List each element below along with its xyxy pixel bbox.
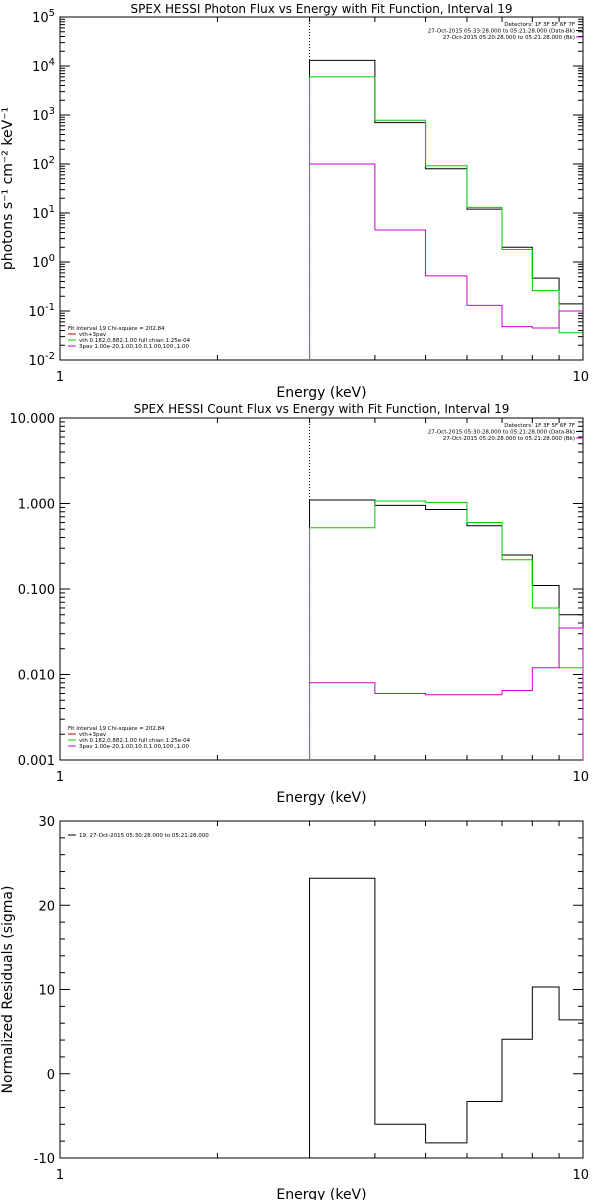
x-axis-label: Energy (keV) — [276, 790, 366, 805]
y-tick-base: 10 — [32, 207, 49, 222]
y-tick-exponent: 4 — [49, 57, 55, 68]
photon-flux-chart: SPEX HESSI Photon Flux vs Energy with Fi… — [0, 2, 589, 400]
plot-frame — [59, 417, 584, 761]
y-tick-base: 10 — [32, 60, 49, 75]
plot-frame — [59, 820, 584, 1159]
legend-entry: Fit Interval 19 Chi-square = 202.84 — [68, 326, 165, 332]
y-tick-label: 101 — [32, 204, 55, 222]
chart-title: SPEX HESSI Photon Flux vs Energy with Fi… — [131, 2, 513, 16]
legend-entry: 3pav 1.00e-20,1.00,10.0,1.00,100.,1.00 — [79, 744, 189, 750]
y-tick-base: 10 — [28, 354, 45, 369]
x-tick-label: 1 — [56, 770, 64, 785]
detector-info-line: 27-Oct-2015 05:30:28.000 to 05:21:28.000… — [428, 430, 575, 436]
legend-entry: vth+3pav — [79, 732, 107, 738]
series-spav — [309, 627, 584, 760]
y-tick-label: 10 — [38, 984, 55, 999]
y-tick-label: 102 — [32, 155, 55, 173]
legend-entry: vth 0.182,0.882,1.00 full chian 1.25e-04 — [79, 738, 191, 744]
y-tick-label: 0.010 — [18, 669, 55, 684]
series-observed — [309, 499, 583, 760]
detector-info-line: 27-Oct-2015 05:20:28.000 to 05:21:28.000… — [443, 35, 575, 41]
y-tick-exponent: 0 — [49, 253, 55, 264]
y-tick-label: 105 — [32, 8, 55, 26]
y-tick-exponent: -2 — [45, 351, 55, 362]
series-vth — [309, 500, 583, 760]
y-tick-label: 100 — [32, 253, 55, 271]
x-tick-label: 10 — [572, 770, 589, 785]
y-tick-label: 20 — [38, 899, 55, 914]
detector-info-line: 27-Oct-2015 05:20:28.000 to 05:21:28.000… — [443, 436, 575, 442]
x-tick-label: 1 — [56, 370, 64, 385]
y-tick-exponent: 1 — [49, 204, 55, 215]
y-tick-base: 10 — [32, 11, 49, 26]
y-tick-label: 103 — [32, 106, 55, 124]
y-tick-label: 10-2 — [28, 351, 55, 369]
y-tick-base: 10 — [28, 305, 45, 320]
y-tick-label: 0 — [47, 1068, 55, 1083]
y-tick-label: 1.000 — [18, 498, 55, 513]
y-tick-label: -10 — [34, 1152, 55, 1167]
y-tick-exponent: 3 — [49, 106, 55, 117]
detector-info-line: Detectors: 1F 3F 5F 6F 7F — [504, 423, 575, 429]
count-flux-chart: SPEX HESSI Count Flux vs Energy with Fit… — [10, 402, 590, 805]
y-tick-base: 10 — [32, 256, 49, 271]
series-observed — [309, 59, 583, 360]
y-axis-label: photons s⁻¹ cm⁻² keV⁻¹ — [0, 107, 16, 270]
y-tick-label: 104 — [32, 57, 55, 75]
x-axis-label: Energy (keV) — [276, 385, 366, 400]
y-tick-base: 10 — [32, 158, 49, 173]
x-tick-label: 1 — [56, 1168, 64, 1183]
detector-info-line: 27-Oct-2015 05:33:28.000 to 05:21:28.000… — [428, 29, 575, 35]
residuals-chart: 1 10 -10 0 10 20 30 Energy (keV) Normalized Resi… — [0, 815, 589, 1200]
y-tick-label: 10.000 — [10, 412, 56, 427]
y-tick-label: 30 — [38, 815, 55, 830]
y-tick-exponent: 2 — [49, 155, 55, 166]
y-axis-label: Normalized Residuals (sigma) — [0, 886, 16, 1094]
chart-title: SPEX HESSI Count Flux vs Energy with Fit… — [134, 402, 510, 416]
legend-entry: 19. 27-Oct-2015 05:30:28.000 to 05:21:28… — [79, 833, 209, 839]
legend-entry: vth+3pav — [79, 332, 107, 338]
y-tick-label: 0.100 — [18, 583, 55, 598]
x-tick-label: 10 — [572, 1168, 589, 1183]
series-vth — [309, 76, 583, 360]
legend-entry: Fit Interval 19 Chi-square = 202.84 — [68, 726, 165, 732]
series-observed — [309, 877, 583, 1158]
y-tick-label: 0.001 — [18, 754, 55, 769]
y-tick-exponent: 5 — [49, 8, 55, 19]
legend-entry: vth 0.182,0.882,1.00 full chian 1.25e-04 — [79, 338, 191, 344]
y-tick-label: 10-1 — [28, 302, 55, 320]
x-tick-label: 10 — [572, 370, 589, 385]
legend-entry: 3pav 1.00e-20,1.00,10.0,1.00,100.,1.00 — [79, 344, 189, 350]
y-tick-exponent: -1 — [45, 302, 55, 313]
detector-info-line: Detectors: 1F 3F 5F 6F 7F — [504, 22, 575, 28]
plot-frame — [59, 16, 584, 361]
series-spav — [309, 163, 583, 329]
y-tick-base: 10 — [32, 109, 49, 124]
x-axis-label: Energy (keV) — [276, 1187, 366, 1200]
